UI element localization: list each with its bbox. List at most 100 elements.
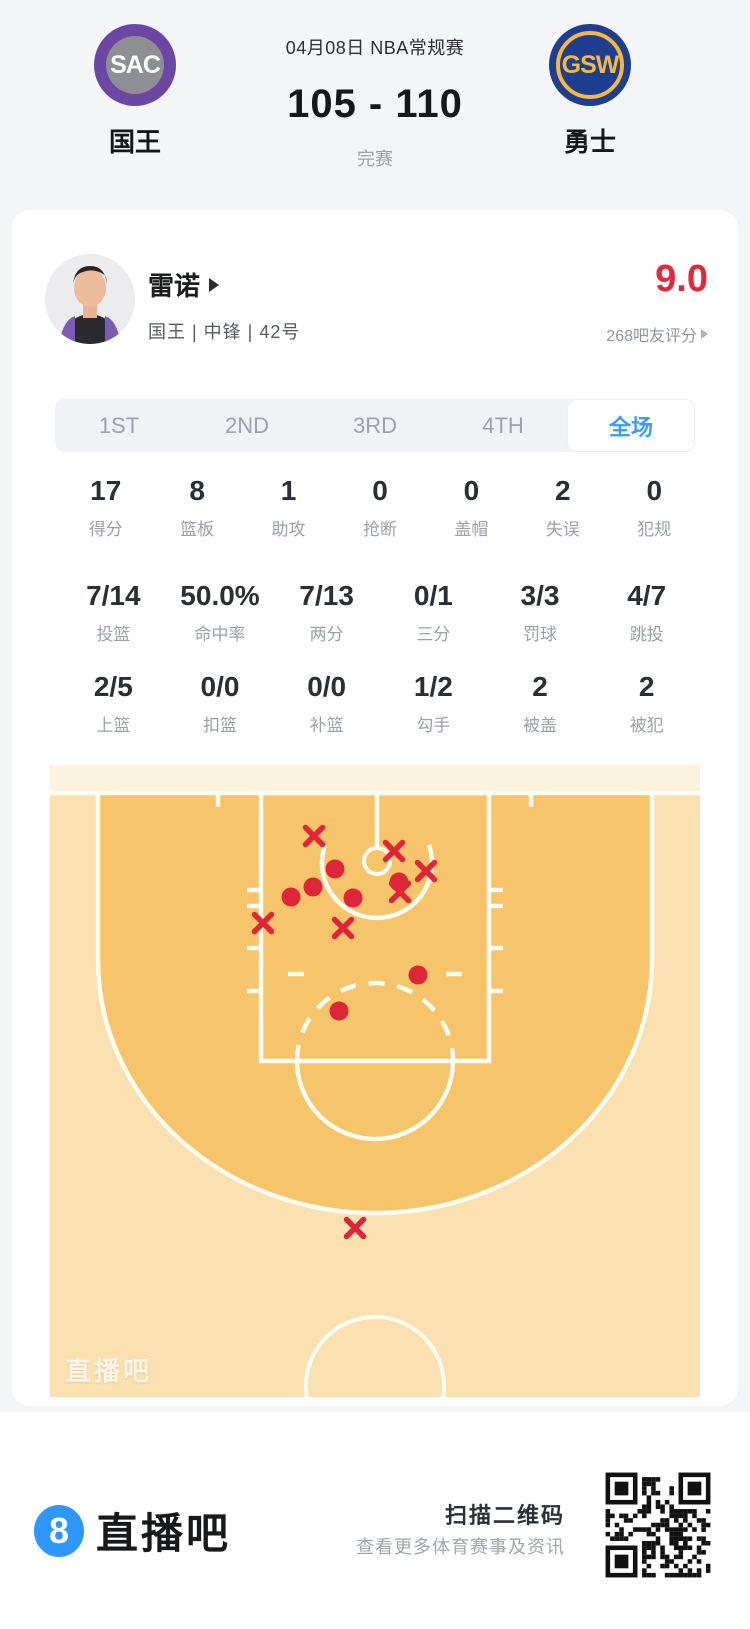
stat-col: 0 抢断 [334,476,425,540]
missed-shot-x [414,859,438,883]
stat-col: 50.0% 命中率 [167,581,274,645]
stat-value: 17 [90,475,122,506]
stat-label: 被犯 [629,716,664,735]
rim [362,846,392,876]
game-date-title: 04月08日 NBA常规赛 [285,38,465,58]
stat-value: 0/0 [200,671,240,702]
stat-value: 1/2 [413,671,453,702]
stat-label: 犯规 [637,520,672,539]
footer-brand-name: 直播吧 [96,1510,232,1557]
stat-col: 2 失误 [517,476,608,540]
free-throw-circle-solid [294,1060,456,1142]
stat-value: 2 [555,475,571,506]
stat-label: 补篮 [309,716,344,735]
stat-label: 篮板 [180,520,215,539]
stat-col: 0 犯规 [609,476,700,540]
tab-4TH[interactable]: 4TH [482,412,524,438]
missed-shot-x [251,911,275,935]
stat-label: 罚球 [523,625,558,644]
stat-label: 三分 [416,625,451,644]
stat-label: 扣篮 [203,716,237,735]
stat-col: 7/13 两分 [273,581,380,645]
missed-shot-x [343,1216,367,1240]
player-rating: 9.0 [655,258,708,300]
stat-col: 1/2 勾手 [380,672,487,736]
stat-col: 2 被盖 [487,672,594,736]
stat-value: 2 [638,671,655,702]
stat-col: 0/1 三分 [380,581,487,645]
away-team: GSW 勇士 [530,24,650,159]
stat-col: 2/5 上篮 [60,672,167,736]
free-throw-circle-dashed [294,980,456,1062]
made-shot-dot [303,877,323,897]
stat-col: 2 被犯 [593,672,700,736]
stats-row-shot-types: 2/5 上篮 0/0 扣篮 0/0 补篮 1/2 勾手 2 被盖 2 被犯 [60,672,700,736]
stat-value: 1 [280,475,297,506]
shot-chart-court [50,765,700,1457]
stat-col: 1 助攻 [243,476,334,540]
rating-note-text: 268吧友评分 [606,328,697,345]
stat-label: 助攻 [271,520,306,539]
scoreboard: SAC 国王 04月08日 NBA常规赛 105 - 110 完赛 GSW 勇士 [0,0,750,210]
stat-value: 0 [372,475,388,506]
stat-value: 2/5 [93,671,133,702]
player-info: 国王 | 中锋 | 42号 [148,322,301,342]
tab-全场[interactable]: 全场 [567,399,695,452]
shot-chart: 直播吧 [50,765,700,1457]
game-status: 完赛 [357,149,393,169]
stat-col: 4/7 跳投 [593,581,700,645]
player-avatar [45,254,135,344]
stat-value: 8 [189,475,205,506]
stat-col: 3/3 罚球 [487,581,594,645]
court-watermark: 直播吧 [65,1356,153,1386]
stat-value: 4/7 [627,580,667,611]
stat-label: 上篮 [96,716,131,735]
player-name-row[interactable]: 雷诺 [148,266,220,303]
tab-3RD[interactable]: 3RD [352,412,397,438]
stat-value: 0/0 [307,671,347,702]
tab-1ST[interactable]: 1ST [98,412,140,438]
stat-col: 0/0 扣篮 [167,672,274,736]
stats-row-shooting: 7/14 投篮 50.0% 命中率 7/13 两分 0/1 三分 3/3 罚球 4/7 跳投 [60,581,700,645]
home-team-logo: SAC [94,24,176,106]
stat-col: 7/14 投篮 [60,581,167,645]
home-team-name: 国王 [108,127,161,157]
game-score: 105 - 110 [287,82,463,126]
gsw-logo-ring [556,31,624,99]
stat-value: 3/3 [520,580,560,611]
stats-row-basic: 17 得分 8 篮板 1 助攻 0 抢断 0 盖帽 2 失误 0 犯规 [60,476,700,540]
stat-col: 0/0 补篮 [273,672,380,736]
tab-2ND[interactable]: 2ND [224,412,269,438]
stat-label: 勾手 [416,716,451,735]
away-team-name: 勇士 [563,127,616,157]
quarter-tabbar: 1ST 2ND 3RD 4TH 全场 [55,399,695,452]
stat-label: 盖帽 [454,520,489,539]
made-shot-dot [329,1001,349,1021]
stat-label: 跳投 [629,625,664,644]
home-team-abbr: SAC [110,50,161,79]
court-lines [50,790,700,1457]
sac-logo-inner-circle [106,36,164,94]
three-point-line [95,793,655,1216]
rating-note-link[interactable]: 268吧友评分 [606,322,708,346]
player-avatar-image [45,254,135,344]
stat-label: 命中率 [194,625,246,644]
stat-label: 失误 [545,520,580,539]
away-team-logo: GSW [549,24,631,106]
stat-label: 被盖 [523,716,558,735]
stat-value: 0/1 [413,580,453,611]
shot-marks [251,824,438,1240]
player-name: 雷诺 [148,271,201,301]
made-shot-dot [343,888,363,908]
made-shot-dot [325,859,345,879]
stat-label: 抢断 [362,520,397,539]
stat-col: 17 得分 [60,476,151,540]
qr-title: 扫描二维码 [444,1503,565,1528]
missed-shot-x [388,880,412,904]
stat-label: 两分 [309,625,344,644]
made-shot-dot [281,887,301,907]
stat-label: 投篮 [96,625,131,644]
made-shot-dot [408,965,428,985]
stat-value: 7/13 [299,580,354,611]
